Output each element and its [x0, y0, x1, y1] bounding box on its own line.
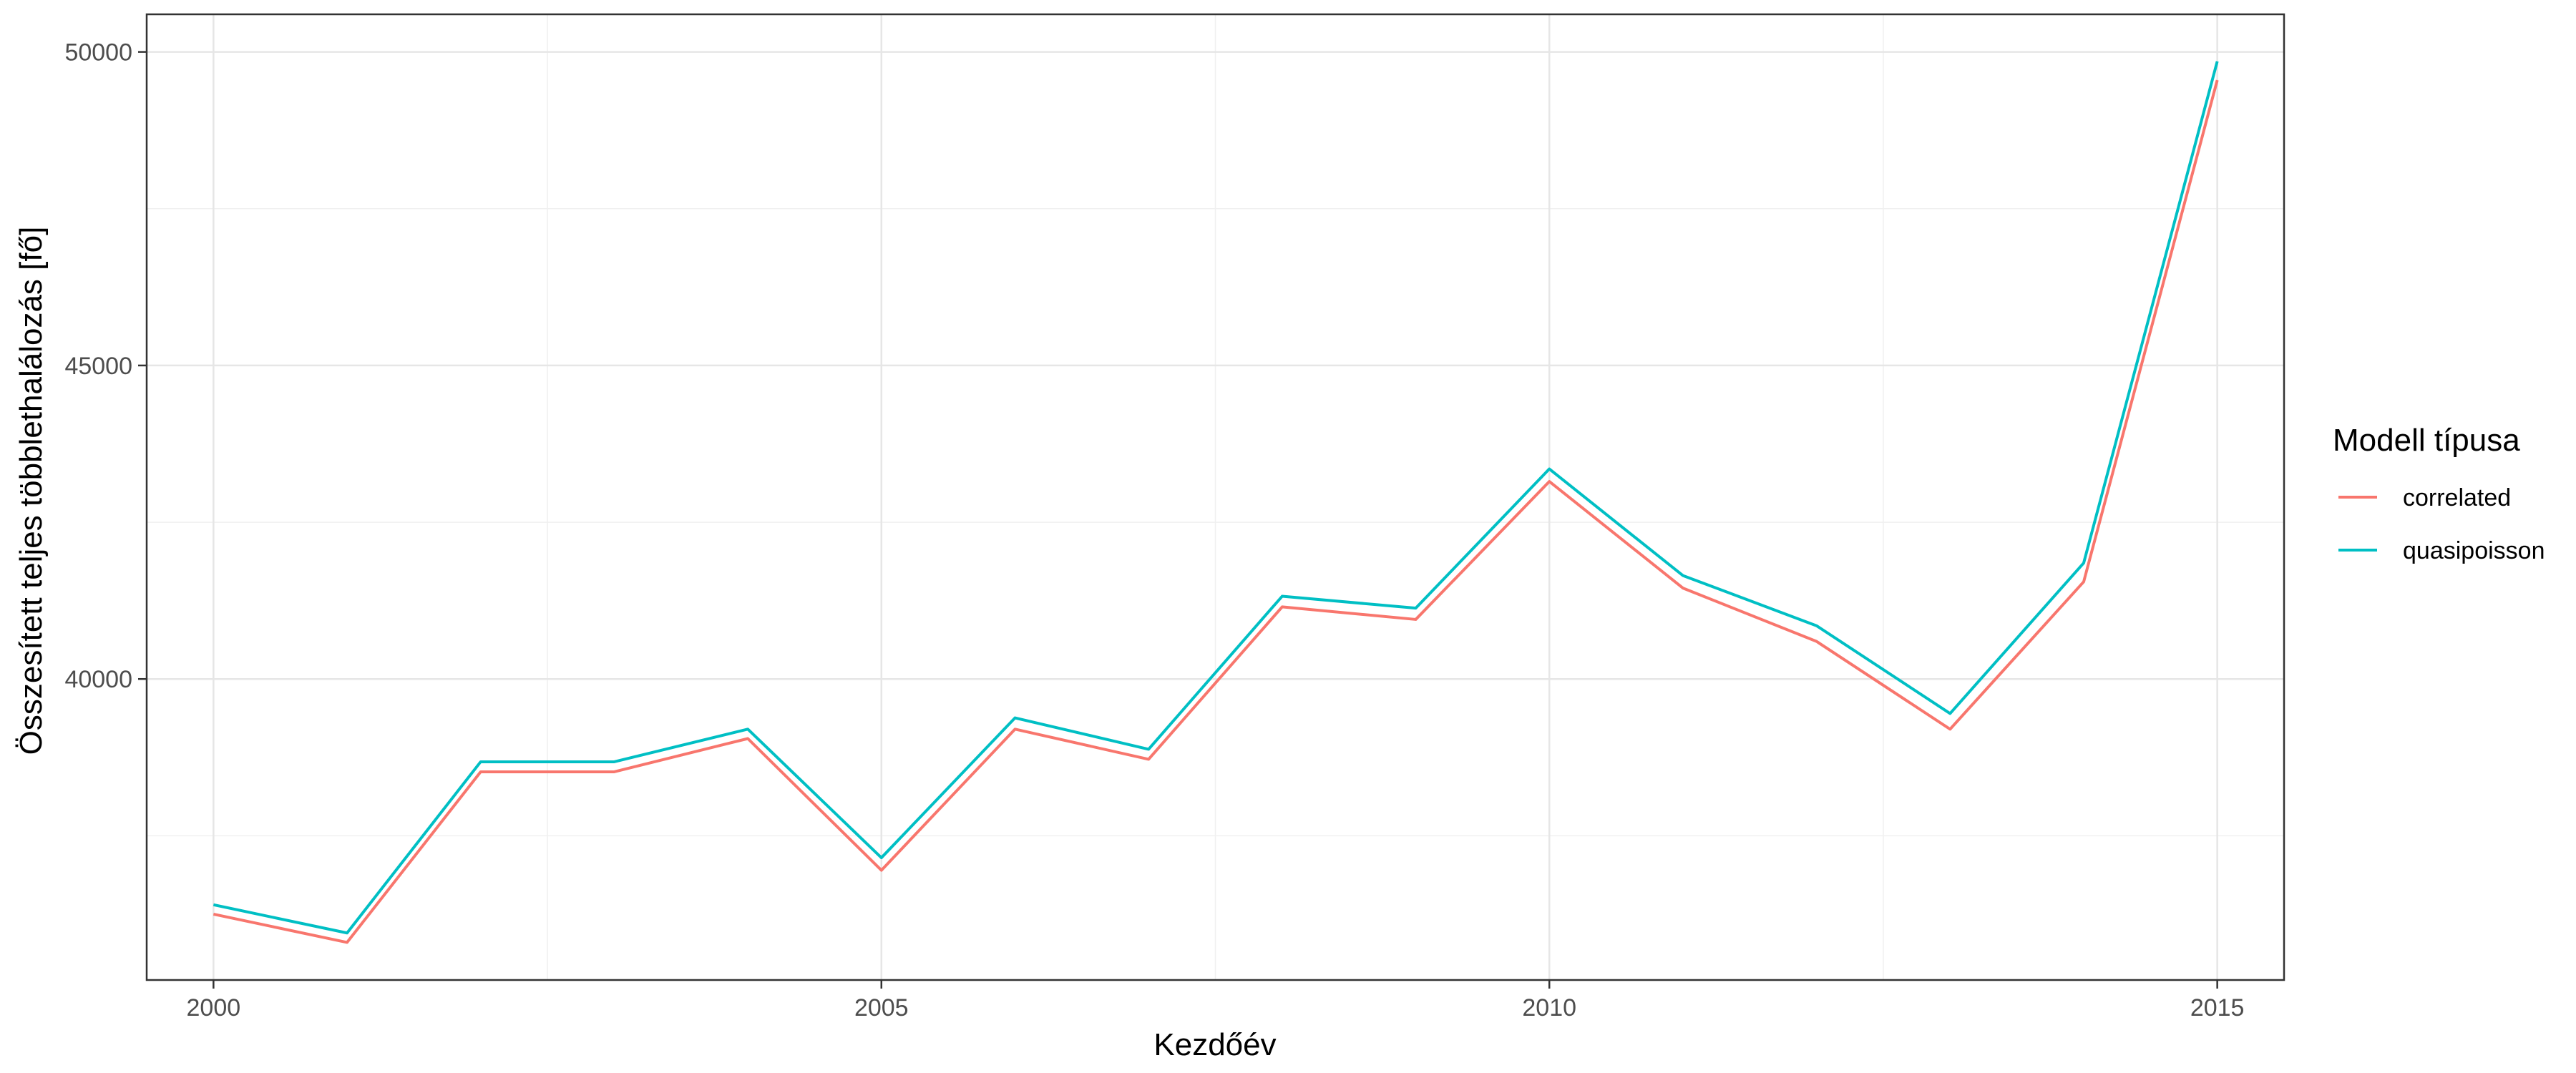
x-axis-title: Kezdőév: [1153, 1027, 1276, 1062]
x-tick-label: 2010: [1522, 994, 1576, 1021]
y-tick-label: 45000: [64, 353, 132, 380]
x-tick-label: 2000: [187, 994, 241, 1021]
minor-gridlines: [147, 14, 2284, 980]
tick-labels: 2000 2005 2010 2015 40000 45000 50000: [64, 39, 2244, 1021]
y-tick-label: 40000: [64, 666, 132, 693]
y-axis-title: Összesített teljes többlethalálozás [fő]: [14, 227, 49, 755]
legend-label-quasipoisson: quasipoisson: [2403, 537, 2545, 564]
major-gridlines: [147, 14, 2284, 980]
legend-label-correlated: correlated: [2403, 484, 2511, 511]
series-line-quasipoisson: [213, 61, 2219, 935]
plot-panel-border: [145, 13, 2285, 981]
series-line-correlated: [213, 79, 2219, 944]
x-tick-label: 2015: [2190, 994, 2245, 1021]
series-lines: [213, 61, 2219, 944]
x-tick-label: 2005: [854, 994, 909, 1021]
y-tick-label: 50000: [64, 39, 132, 67]
axis-ticks: [138, 51, 2218, 989]
legend: Modell típusa correlated quasipoisson: [2333, 423, 2545, 564]
legend-title: Modell típusa: [2333, 423, 2520, 458]
